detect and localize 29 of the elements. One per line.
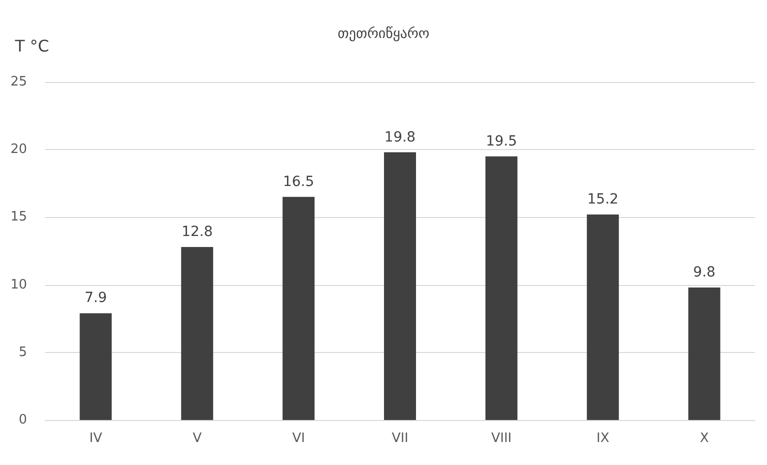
data-label: 12.8 bbox=[182, 224, 213, 240]
bar bbox=[181, 246, 214, 420]
x-tick-label: VII bbox=[392, 431, 408, 446]
y-tick-label: 20 bbox=[10, 142, 27, 158]
y-tick-label: 0 bbox=[18, 412, 27, 428]
x-tick-label: V bbox=[192, 431, 202, 446]
bar bbox=[282, 196, 315, 420]
bar bbox=[586, 214, 619, 420]
x-tick-label: IV bbox=[89, 431, 102, 446]
bar bbox=[80, 313, 112, 420]
y-tick-label: 5 bbox=[18, 344, 27, 360]
data-label: 7.9 bbox=[84, 290, 107, 306]
bar bbox=[485, 156, 518, 420]
bar bbox=[688, 288, 720, 420]
x-tick-label: X bbox=[700, 431, 709, 446]
y-tick-label: 25 bbox=[10, 74, 27, 90]
x-tick-label: IX bbox=[596, 431, 610, 446]
data-label: 16.5 bbox=[282, 174, 314, 190]
x-tick-label: VI bbox=[292, 431, 305, 446]
y-tick-label: 10 bbox=[10, 277, 27, 292]
data-label: 9.8 bbox=[693, 264, 716, 281]
data-label: 15.2 bbox=[587, 191, 618, 208]
bar bbox=[384, 152, 416, 420]
data-label: 19.8 bbox=[384, 129, 416, 146]
x-tick-label: VIII bbox=[491, 431, 512, 446]
y-axis-title: T °C bbox=[14, 36, 50, 56]
y-tick-label: 15 bbox=[10, 210, 27, 225]
chart-title: თეთრიწყარო bbox=[338, 26, 430, 42]
data-label: 19.5 bbox=[486, 133, 518, 150]
